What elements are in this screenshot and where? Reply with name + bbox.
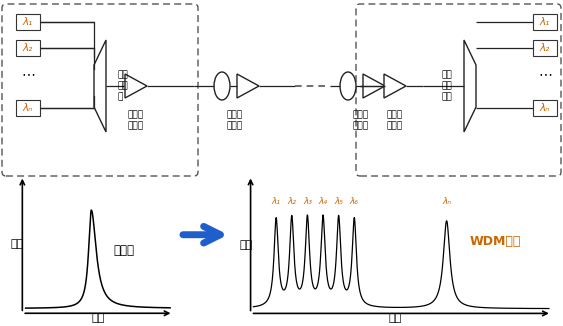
- Text: λ₄: λ₄: [319, 197, 328, 206]
- Text: λₙ: λₙ: [442, 197, 451, 206]
- Polygon shape: [363, 74, 385, 98]
- Polygon shape: [94, 40, 106, 132]
- Text: 单信道: 单信道: [114, 244, 135, 257]
- Text: λ₁: λ₁: [23, 17, 33, 27]
- Text: λ₂: λ₂: [287, 197, 296, 206]
- Ellipse shape: [340, 72, 356, 100]
- Text: λ₂: λ₂: [540, 43, 550, 53]
- Text: ⋯: ⋯: [21, 67, 35, 81]
- Text: λ₃: λ₃: [303, 197, 312, 206]
- Text: λ₁: λ₁: [540, 17, 550, 27]
- Bar: [16, 40, 40, 56]
- Text: λₙ: λₙ: [540, 103, 550, 113]
- Text: 波长: 波长: [91, 313, 105, 323]
- Text: 光功率
放大器: 光功率 放大器: [128, 110, 144, 130]
- Text: λₙ: λₙ: [23, 103, 33, 113]
- Polygon shape: [384, 74, 406, 98]
- Polygon shape: [237, 74, 259, 98]
- Bar: [533, 40, 557, 56]
- Text: 光谱: 光谱: [11, 240, 24, 249]
- Polygon shape: [464, 40, 476, 132]
- Text: 光前置
放大器: 光前置 放大器: [387, 110, 403, 130]
- Text: 波长: 波长: [389, 313, 402, 323]
- Text: λ₆: λ₆: [350, 197, 359, 206]
- Text: λ₅: λ₅: [334, 197, 343, 206]
- Ellipse shape: [214, 72, 230, 100]
- Bar: [16, 14, 40, 30]
- Text: 光线路
放大器: 光线路 放大器: [227, 110, 243, 130]
- Polygon shape: [125, 74, 147, 98]
- Text: λ₁: λ₁: [272, 197, 281, 206]
- Text: 光线路
放大器: 光线路 放大器: [353, 110, 369, 130]
- Bar: [16, 100, 40, 116]
- Text: 波分
复用
器: 波分 复用 器: [118, 70, 129, 102]
- Text: WDM信号: WDM信号: [469, 235, 521, 248]
- Bar: [533, 14, 557, 30]
- Bar: [533, 100, 557, 116]
- Text: 光谱: 光谱: [240, 240, 253, 250]
- Text: 波分
解复
用器: 波分 解复 用器: [441, 70, 452, 102]
- Text: λ₂: λ₂: [23, 43, 33, 53]
- Text: ⋯: ⋯: [538, 67, 552, 81]
